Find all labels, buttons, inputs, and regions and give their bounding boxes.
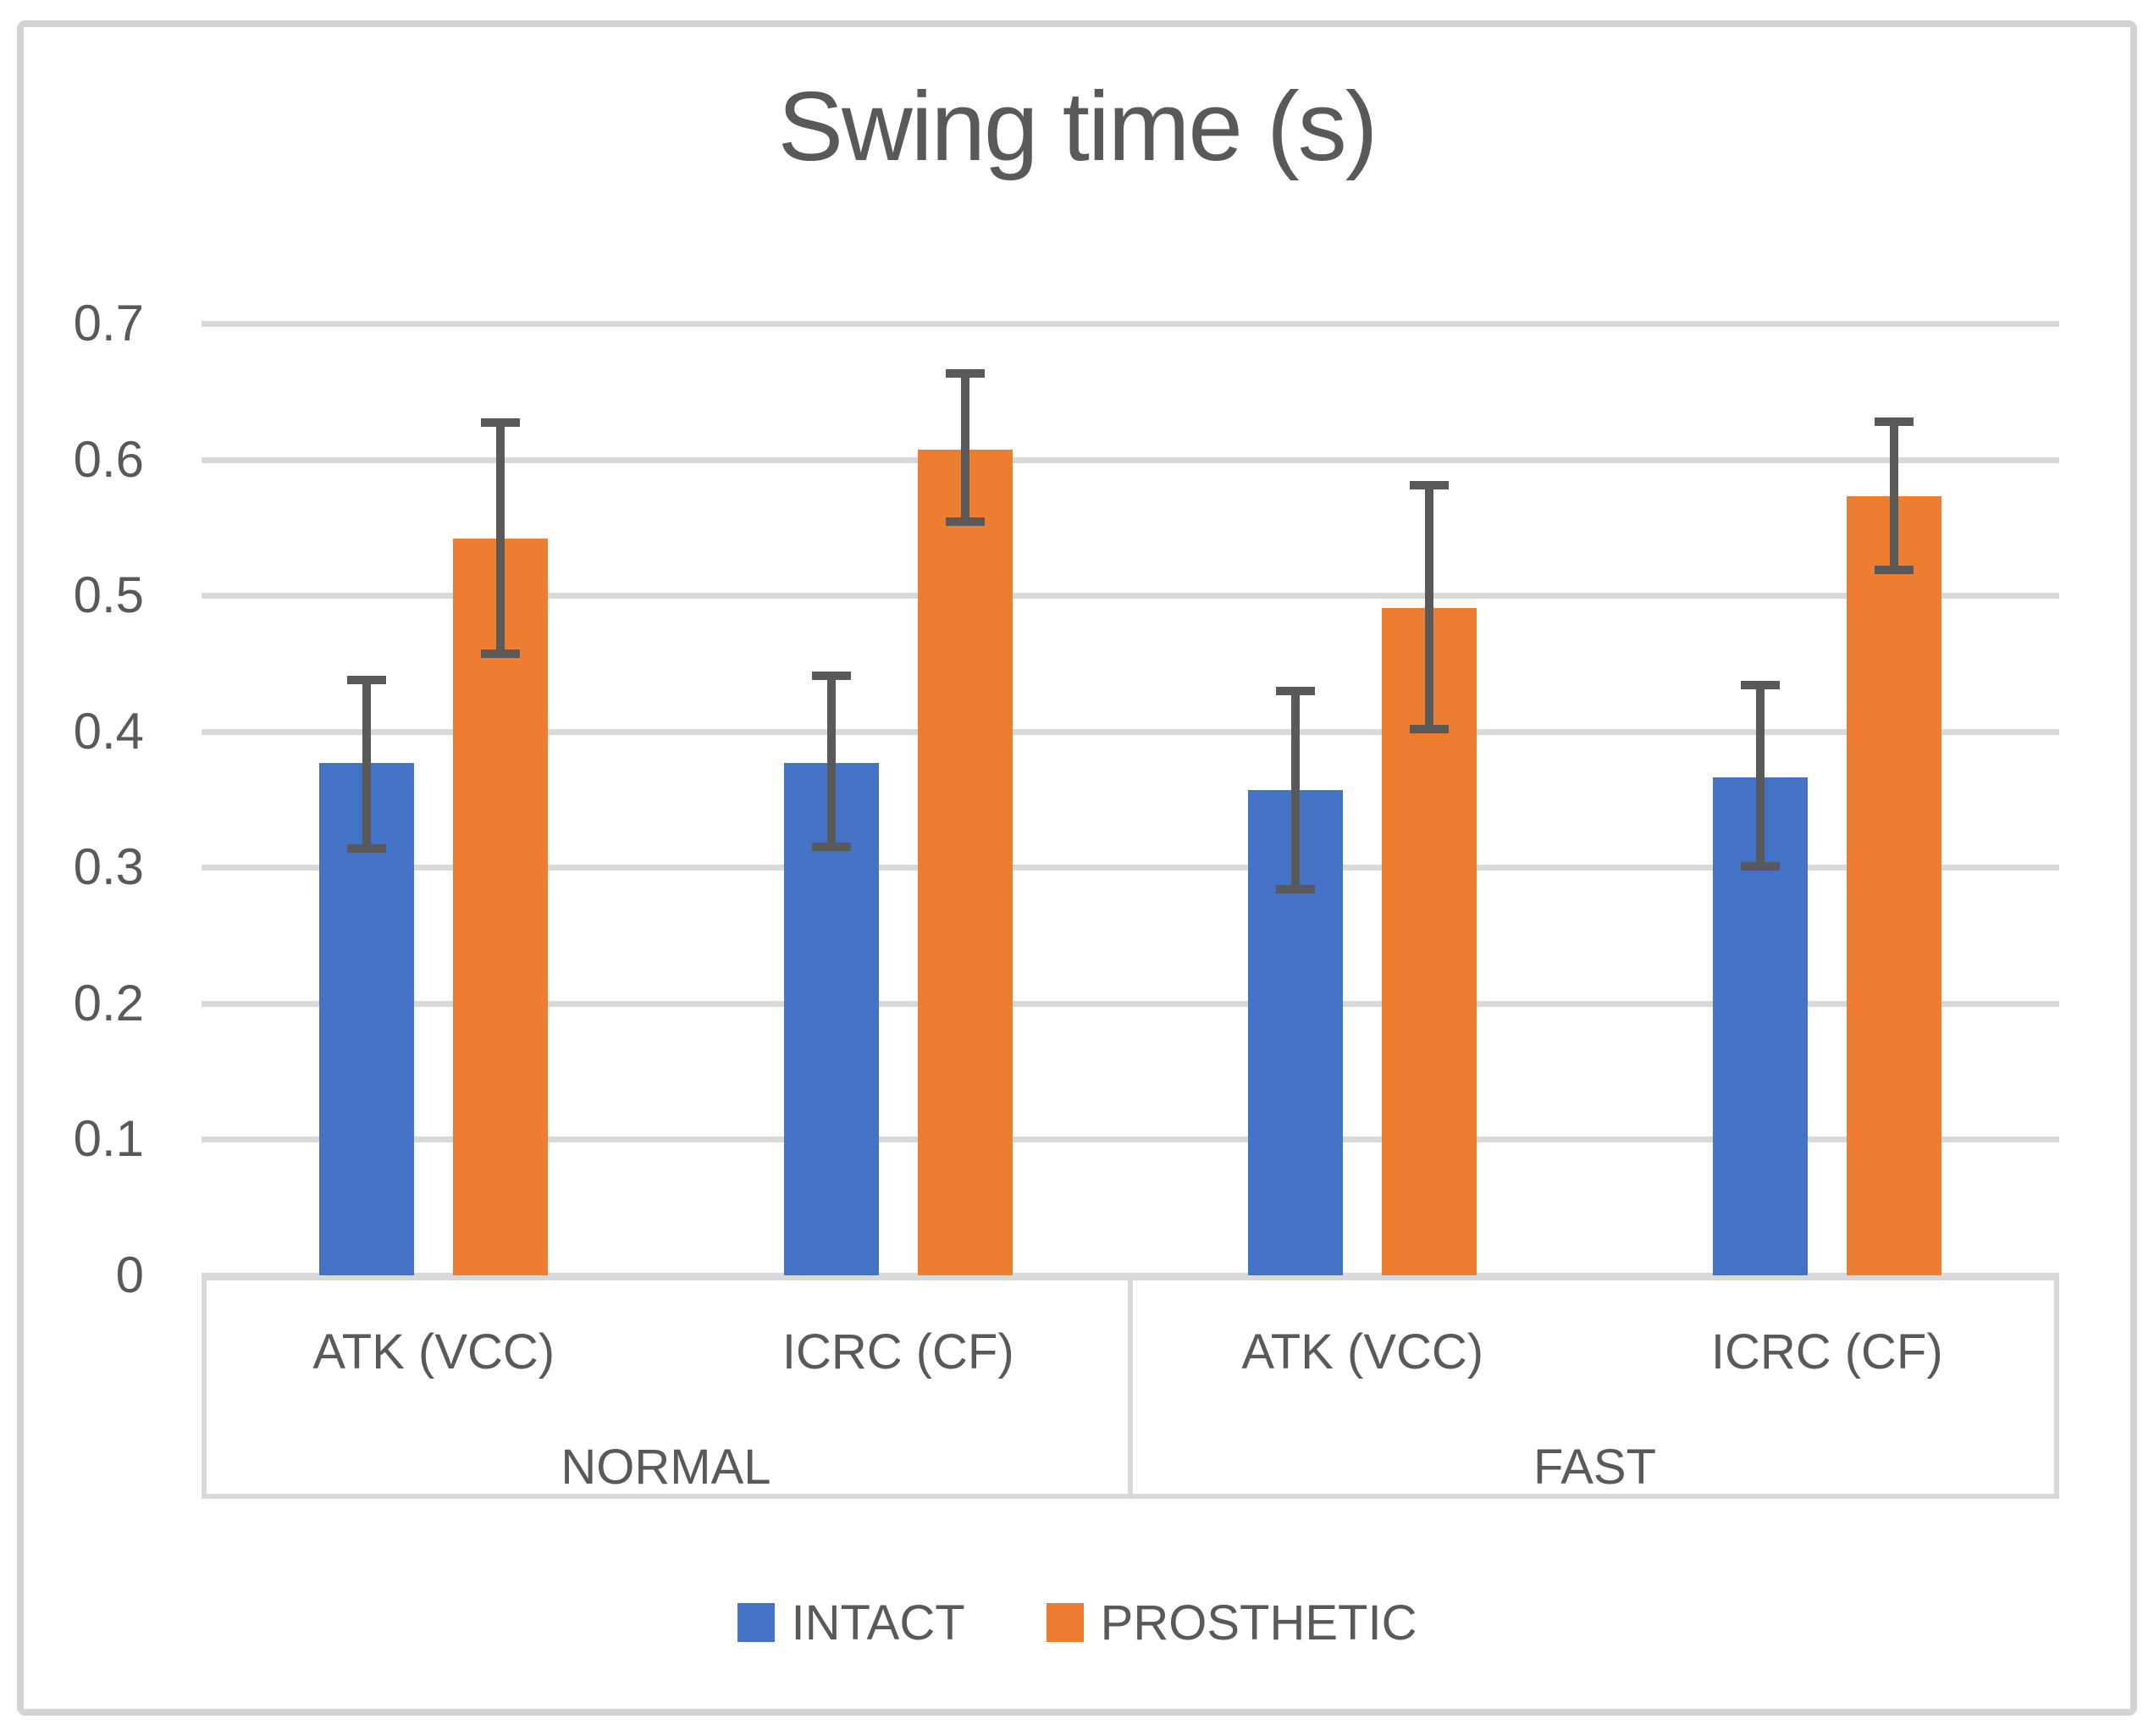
error-bar-cap-top — [1276, 686, 1316, 695]
prosthetic-bar — [1846, 495, 1941, 1275]
chart-title: Swing time (s) — [777, 71, 1378, 181]
legend-swatch-intact — [737, 1603, 775, 1642]
error-bar-cap-bottom — [945, 517, 985, 527]
error-bar-cap-bottom — [811, 843, 851, 852]
error-bar — [1425, 485, 1434, 729]
category-label: ATK (VCC) — [312, 1324, 555, 1379]
error-bar-cap-bottom — [1874, 565, 1914, 574]
error-bar — [496, 423, 505, 655]
error-bar — [826, 675, 836, 848]
error-bar — [1291, 690, 1301, 889]
group-label: FAST — [1533, 1440, 1657, 1495]
y-axis-tick-label: 0.4 — [73, 702, 144, 760]
y-axis-tick-label: 0.3 — [73, 838, 144, 896]
y-axis-tick-label: 0.1 — [73, 1110, 144, 1168]
error-bar-cap-bottom — [481, 650, 521, 659]
gridline — [202, 593, 2059, 600]
error-bar-cap-top — [347, 675, 387, 684]
legend: INTACT PROSTHETIC — [0, 1589, 2154, 1656]
error-bar-cap-bottom — [347, 843, 387, 853]
y-axis-tick-label: 0 — [115, 1247, 144, 1303]
error-bar-cap-bottom — [1276, 884, 1316, 893]
error-bar — [1889, 421, 1898, 570]
legend-label: INTACT — [791, 1595, 965, 1650]
error-bar-cap-bottom — [1740, 861, 1780, 871]
error-bar-cap-top — [945, 369, 985, 379]
category-label: ICRC (CF) — [1710, 1324, 1943, 1379]
gridline — [202, 456, 2059, 463]
error-bar — [960, 373, 969, 522]
error-bar-cap-top — [811, 671, 851, 680]
y-axis-tick-label: 0.7 — [73, 295, 144, 351]
y-axis-tick-label: 0.5 — [73, 567, 144, 624]
error-bar-cap-bottom — [1410, 724, 1450, 733]
error-bar-cap-top — [1740, 681, 1780, 690]
y-axis-tick-label: 0.2 — [73, 974, 144, 1031]
gridline — [202, 1000, 2059, 1007]
error-bar-cap-top — [481, 418, 521, 428]
category-label: ATK (VCC) — [1241, 1324, 1484, 1379]
group-divider — [1128, 1275, 1133, 1499]
error-bar-cap-top — [1410, 481, 1450, 490]
category-label: ICRC (CF) — [782, 1324, 1014, 1379]
gridline — [202, 865, 2059, 871]
prosthetic-bar — [453, 538, 549, 1275]
legend-swatch-prosthetic — [1046, 1603, 1084, 1642]
prosthetic-bar — [917, 450, 1013, 1275]
gridline — [202, 728, 2059, 735]
y-axis-tick-label: 0.6 — [73, 430, 144, 488]
error-bar — [1755, 685, 1765, 866]
error-bar-cap-top — [1874, 417, 1914, 426]
legend-item: INTACT — [737, 1595, 965, 1651]
gridline — [202, 321, 2059, 327]
legend-label: PROSTHETIC — [1100, 1595, 1417, 1650]
error-bar — [362, 679, 372, 849]
group-label: NORMAL — [561, 1440, 771, 1495]
gridline — [202, 1136, 2059, 1143]
legend-item: PROSTHETIC — [1046, 1595, 1417, 1651]
